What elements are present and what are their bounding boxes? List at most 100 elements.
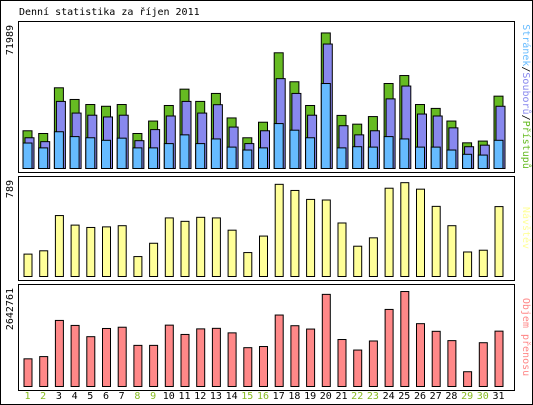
series-1	[23, 182, 504, 278]
day-label: 4	[72, 391, 78, 402]
bar-day-21	[337, 339, 347, 387]
panel-frame	[18, 21, 515, 173]
bar-day-6	[102, 226, 111, 277]
bar-day-12	[195, 143, 206, 170]
bar-day-12	[196, 328, 206, 388]
bar-day-22	[353, 245, 363, 278]
bar-day-13	[210, 138, 221, 169]
bar-day-30	[478, 342, 488, 388]
bar-day-7	[117, 225, 127, 278]
bar-day-9	[148, 147, 159, 170]
bar-day-15	[242, 149, 253, 169]
day-label: 8	[134, 391, 140, 402]
bar-day-1	[23, 358, 33, 388]
bar-day-14	[227, 229, 237, 277]
day-label: 25	[398, 391, 410, 402]
series-1	[23, 291, 504, 388]
bar-day-5	[86, 336, 96, 387]
bar-day-25	[400, 182, 410, 278]
day-label: 2	[40, 391, 46, 402]
bar-day-6	[102, 327, 111, 388]
day-label: 18	[288, 391, 300, 402]
bar-day-8	[133, 256, 143, 277]
bar-day-17	[274, 183, 284, 277]
bar-day-31	[494, 206, 504, 277]
bar-day-7	[117, 326, 127, 388]
bar-day-15	[243, 252, 253, 278]
day-label: 17	[273, 391, 285, 402]
day-label: 29	[461, 391, 473, 402]
bar-day-4	[70, 324, 80, 388]
bar-day-25	[400, 291, 410, 387]
bar-day-28	[447, 340, 457, 388]
legend-entry: Stránek	[520, 24, 532, 66]
bar-day-2	[39, 356, 49, 388]
day-label: 23	[367, 391, 379, 402]
day-label: 6	[103, 391, 109, 402]
day-label: 15	[241, 391, 253, 402]
bar-day-8	[132, 147, 143, 170]
bar-day-5	[85, 137, 96, 170]
legend-separator: /	[520, 66, 531, 72]
bar-day-19	[306, 328, 316, 387]
bar-day-24	[384, 187, 394, 277]
legend-traffic: Stránek/Souborů/Přístupů	[520, 24, 532, 169]
day-label: 13	[210, 391, 222, 402]
day-label: 21	[335, 391, 347, 402]
panel-frame	[18, 176, 515, 281]
bar-day-26	[416, 323, 425, 388]
bar-day-28	[446, 149, 457, 169]
day-label: 31	[492, 391, 504, 402]
bar-day-2	[38, 147, 49, 170]
bar-day-27	[431, 205, 441, 277]
bar-day-10	[164, 217, 174, 277]
bar-day-18	[290, 325, 300, 387]
bar-day-20	[321, 199, 331, 278]
bar-day-21	[337, 222, 347, 278]
legend-entry: Objem přenosu	[520, 298, 532, 376]
day-axis: 1 2 3 4 5 6 7 8 9 10 11 12 13 14 15 16 17 18 19 20 21 22 23 24 2…	[24, 391, 504, 402]
legend-entry: Návštěv	[520, 207, 532, 249]
legend-volume: Objem přenosu	[520, 298, 532, 376]
bar-day-27	[431, 330, 441, 387]
bar-day-13	[211, 327, 221, 387]
bar-day-14	[227, 332, 237, 387]
bar-day-24	[384, 308, 394, 387]
bar-day-29	[463, 251, 473, 278]
bar-day-6	[101, 139, 111, 170]
bar-day-4	[70, 224, 80, 278]
legend-visits: Návštěv	[520, 207, 532, 249]
bar-day-15	[243, 347, 253, 388]
bar-day-30	[477, 154, 488, 169]
bar-day-31	[494, 330, 504, 388]
bar-day-17	[273, 123, 284, 169]
bar-day-26	[415, 146, 425, 170]
bar-day-19	[306, 198, 316, 278]
day-label: 20	[320, 391, 332, 402]
bar-day-2	[39, 250, 49, 278]
bar-day-31	[493, 139, 504, 170]
bar-day-1	[22, 142, 33, 169]
bar-day-10	[164, 324, 174, 387]
bar-day-16	[259, 235, 268, 277]
bar-day-12	[196, 216, 206, 278]
day-label: 24	[383, 391, 395, 402]
bar-day-22	[353, 349, 363, 388]
bar-day-1	[23, 253, 33, 278]
day-label: 9	[150, 391, 156, 402]
bar-day-3	[53, 131, 64, 169]
bar-day-21	[336, 147, 347, 170]
bar-day-22	[352, 146, 363, 169]
day-label: 10	[163, 391, 175, 402]
bar-day-5	[86, 226, 96, 277]
bar-day-8	[133, 344, 143, 387]
bar-day-30	[478, 249, 488, 277]
bar-day-4	[69, 136, 80, 169]
bar-day-16	[258, 147, 268, 170]
day-label: 1	[24, 391, 30, 402]
day-label: 19	[304, 391, 316, 402]
bar-day-7	[116, 137, 127, 170]
bar-day-27	[430, 146, 441, 170]
day-label: 11	[178, 391, 190, 402]
